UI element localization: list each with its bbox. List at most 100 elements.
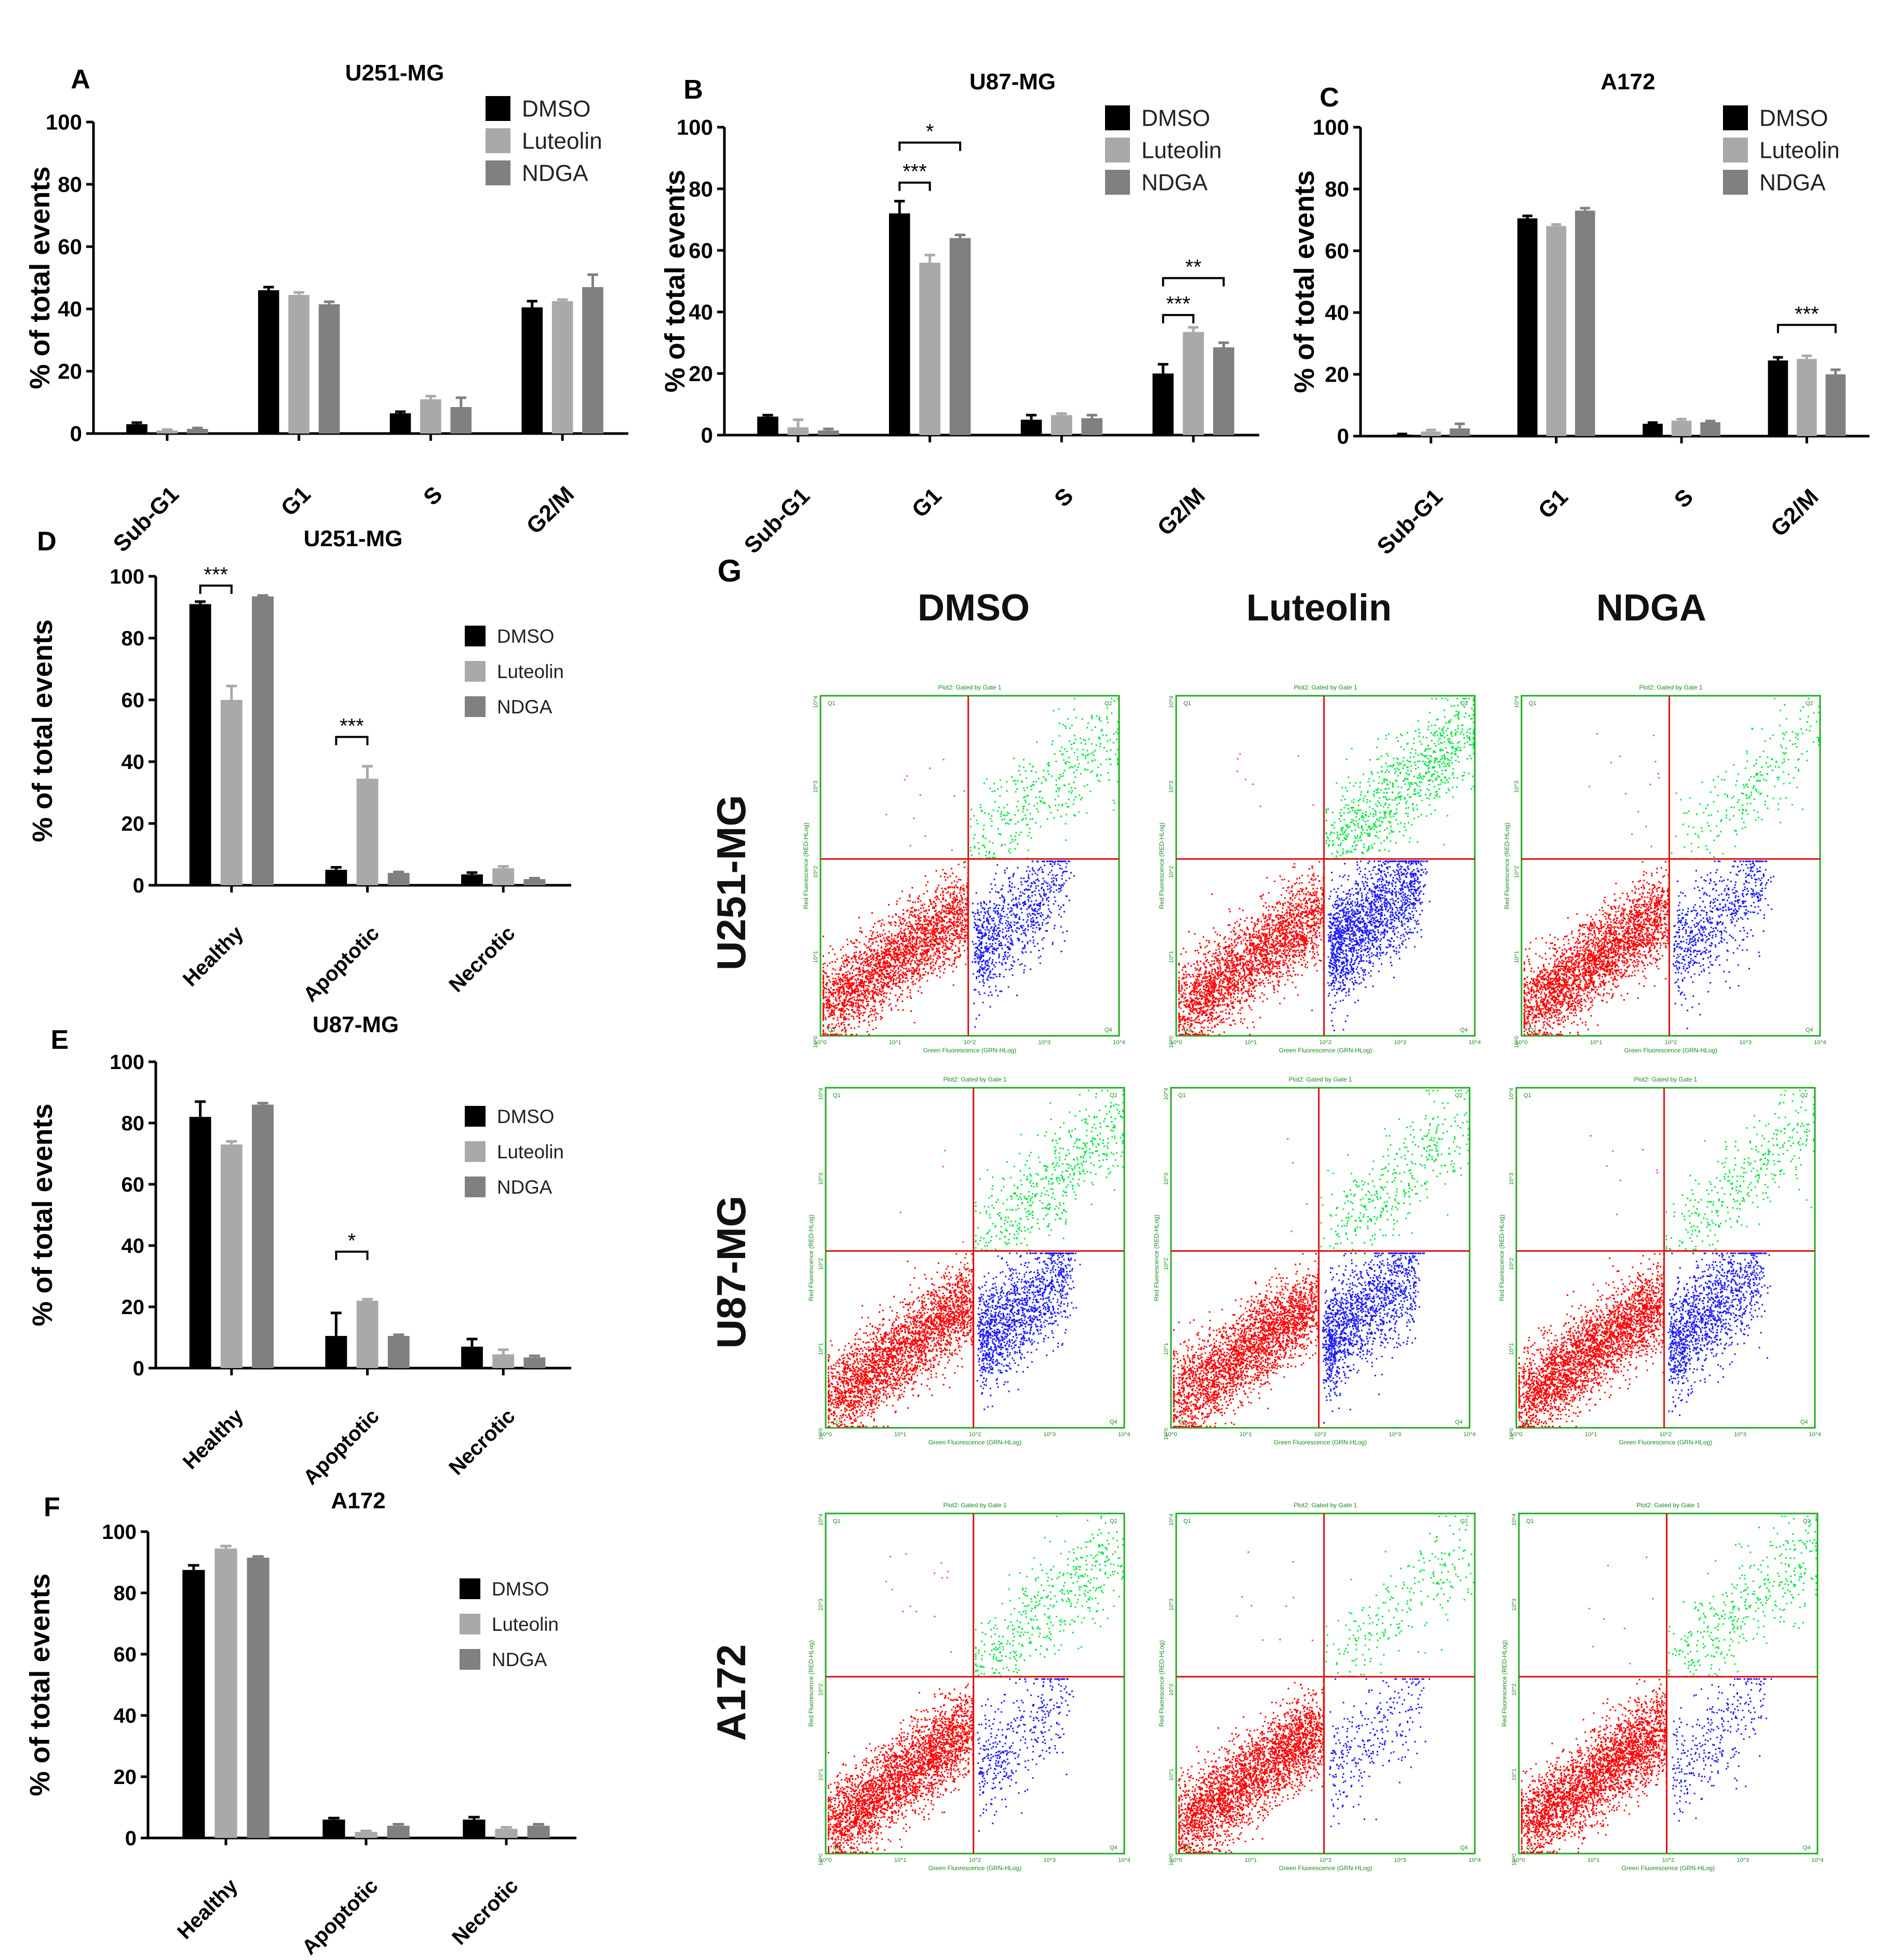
y-tick-label: 80 — [689, 177, 713, 201]
y-tick-label: 0 — [133, 1357, 144, 1380]
legend-label-ndga: NDGA — [497, 1177, 553, 1198]
event-dot-red — [918, 980, 920, 982]
event-dot-red — [844, 960, 845, 962]
event-dot-red — [942, 895, 944, 896]
event-dot-red — [828, 976, 830, 978]
event-dot-red — [924, 903, 925, 905]
event-dot-red — [903, 964, 904, 966]
event-dot-red — [944, 961, 945, 963]
bar-luteolin-s — [420, 399, 441, 434]
legend-swatch-luteolin — [486, 128, 510, 153]
event-dot-red — [860, 1012, 862, 1014]
event-dot-red — [870, 930, 871, 931]
event-dot-red — [865, 985, 867, 986]
event-dot-red — [965, 907, 967, 908]
y-tick-label: 80 — [114, 1582, 137, 1605]
event-dot-red — [887, 965, 888, 966]
event-dot-red — [930, 963, 931, 965]
event-dot-red — [825, 1017, 826, 1018]
event-dot-red — [843, 1019, 845, 1020]
event-dot-red — [905, 963, 906, 964]
y-tick-label: 40 — [58, 297, 82, 321]
event-dot-red — [884, 933, 886, 935]
event-dot-red — [898, 968, 899, 970]
bar-dmso-healthy — [182, 1570, 205, 1838]
event-dot-red — [891, 1008, 892, 1009]
event-dot-red — [953, 881, 955, 882]
bar-dmso-necrotic — [463, 1820, 485, 1838]
event-dot-red — [932, 972, 934, 974]
y-tick-label: 0 — [133, 874, 144, 897]
event-dot-red — [923, 941, 924, 943]
plot-header: Plot2: Gated by Gate 1 — [938, 684, 1001, 691]
event-dot-red — [873, 1014, 875, 1016]
event-dot-red — [939, 970, 941, 972]
event-dot-red — [826, 988, 827, 990]
event-dot-red — [917, 966, 919, 967]
event-dot-red — [914, 902, 916, 903]
event-dot-red — [846, 939, 848, 940]
bar-ndga-g1 — [319, 304, 340, 434]
event-dot-red — [877, 952, 878, 953]
bar-luteolin-g1 — [288, 295, 309, 434]
bar-ndga-g2-m — [1213, 347, 1234, 435]
event-dot-red — [877, 959, 878, 961]
bar-luteolin-healthy — [221, 700, 243, 885]
event-dot-red — [870, 945, 871, 947]
event-dot-red — [930, 958, 932, 959]
event-dot-red — [946, 910, 947, 912]
event-dot-red — [880, 1016, 882, 1018]
event-dot-red — [958, 936, 960, 937]
bar-dmso-necrotic — [461, 1347, 483, 1368]
chart-title: A172 — [1600, 69, 1655, 94]
bar-luteolin-sub-g1 — [1421, 431, 1441, 436]
bar-ndga-necrotic — [523, 1357, 545, 1368]
panel-letter: G — [718, 553, 742, 588]
bar-dmso-apoptotic — [322, 1820, 345, 1838]
event-dot-red — [899, 917, 901, 918]
event-dot-red — [907, 943, 909, 944]
event-dot-red — [921, 938, 922, 940]
event-dot-red — [919, 924, 920, 926]
bar-luteolin-apoptotic — [357, 1301, 379, 1368]
figure: A U251-MG020406080100% of total eventsSub… — [0, 0, 1885, 1960]
event-dot-red — [880, 936, 881, 937]
event-dot-red — [964, 950, 965, 952]
y-tick-label: 80 — [58, 172, 82, 197]
event-dot-red — [906, 978, 908, 979]
legend-swatch-ndga — [465, 1177, 486, 1197]
event-dot-red — [832, 1034, 833, 1035]
y-tick-label: 20 — [58, 359, 82, 384]
event-dot-red — [939, 953, 940, 954]
panel-letter: A — [71, 64, 90, 94]
event-dot-red — [859, 971, 861, 972]
event-dot-red — [944, 876, 946, 878]
legend-swatch-dmso — [460, 1578, 480, 1599]
event-dot-red — [877, 931, 878, 933]
significance-label: * — [926, 120, 934, 143]
event-dot-red — [854, 957, 856, 959]
event-dot-red — [839, 992, 840, 994]
event-dot-red — [841, 965, 842, 967]
bar-dmso-healthy — [190, 1117, 211, 1368]
y-tick-label: 20 — [114, 1766, 137, 1789]
bar-ndga-apoptotic — [388, 873, 410, 885]
event-dot-red — [832, 949, 833, 950]
event-dot-red — [838, 976, 839, 978]
legend-swatch-dmso — [465, 1106, 486, 1127]
significance-label: *** — [204, 563, 228, 586]
bar-dmso-s — [1642, 424, 1663, 436]
event-dot-red — [823, 955, 824, 957]
event-dot-red — [900, 994, 901, 995]
event-dot-red — [961, 896, 962, 898]
y-tick-label: 40 — [122, 751, 145, 774]
event-dot-red — [936, 949, 938, 951]
y-tick-label: 100 — [110, 565, 144, 588]
event-dot-red — [870, 951, 872, 952]
panel-letter: B — [683, 75, 703, 105]
legend-swatch-ndga — [460, 1649, 480, 1670]
event-dot-red — [955, 957, 957, 959]
bar-dmso-g1 — [1517, 219, 1538, 436]
event-dot-red — [853, 996, 855, 998]
bar-luteolin-g1 — [919, 263, 940, 435]
